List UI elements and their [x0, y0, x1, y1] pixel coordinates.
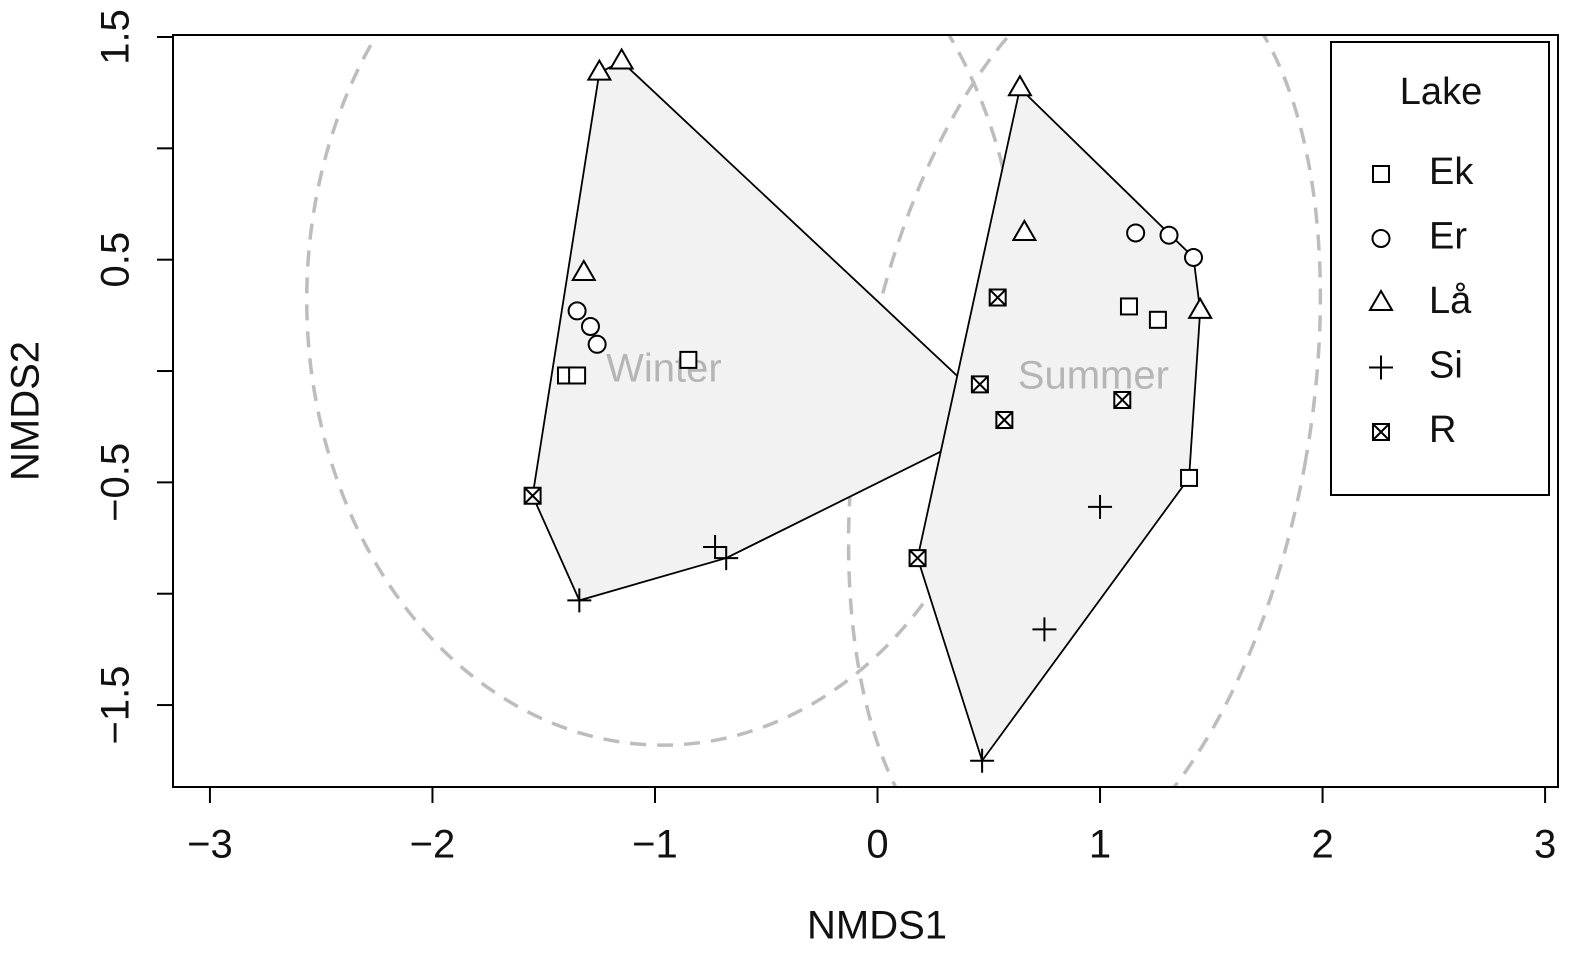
legend-marker [1372, 165, 1390, 183]
point [995, 411, 1014, 430]
point [679, 350, 698, 369]
legend-label: Ek [1429, 151, 1474, 193]
point [908, 549, 927, 568]
point [587, 334, 607, 354]
point [1119, 297, 1138, 316]
x-tick-label: −1 [632, 823, 678, 867]
point [1113, 390, 1132, 409]
group-label: Winter [606, 347, 722, 391]
x-tick-label: 2 [1311, 823, 1333, 867]
point [523, 486, 542, 505]
point [714, 546, 739, 571]
point [1187, 296, 1213, 319]
legend-marker [1369, 355, 1393, 380]
x-tick-label: 3 [1534, 823, 1556, 867]
y-axis-title: NMDS2 [4, 341, 48, 481]
point [703, 534, 728, 559]
point [1148, 310, 1167, 329]
legend-box [1330, 41, 1550, 496]
group-label: Summer [1018, 353, 1169, 397]
point [567, 301, 587, 321]
point [1032, 617, 1057, 642]
point [988, 288, 1007, 307]
x-tick-label: −2 [410, 823, 456, 867]
y-tick-label: 1.5 [94, 9, 138, 65]
point [1184, 247, 1204, 267]
point [1007, 74, 1033, 97]
legend-marker [1371, 229, 1391, 248]
x-axis-title: NMDS1 [807, 904, 947, 948]
hull [916, 86, 1202, 763]
x-tick-label: 1 [1089, 823, 1111, 867]
point [608, 47, 635, 70]
x-tick-label: −3 [187, 823, 233, 867]
y-tick-label: −0.5 [94, 443, 138, 522]
legend-label: Lå [1429, 280, 1472, 322]
point [571, 259, 597, 282]
point [1126, 223, 1146, 243]
point [1159, 225, 1179, 245]
legend-title: Lake [1400, 71, 1482, 113]
legend-label: Er [1429, 216, 1467, 258]
point [580, 316, 600, 336]
point [586, 58, 613, 81]
y-tick-label: 0.5 [94, 232, 138, 288]
point [970, 375, 989, 394]
legend-label: Si [1429, 345, 1463, 387]
point [567, 588, 592, 613]
x-tick-label: 0 [866, 823, 888, 867]
legend-marker [1368, 289, 1394, 311]
point [970, 748, 995, 773]
point [1088, 494, 1113, 519]
point [568, 366, 587, 385]
point [1011, 218, 1038, 241]
legend-marker [1372, 423, 1390, 441]
ellipse [846, 35, 1323, 787]
y-tick-label: −1.5 [94, 666, 138, 745]
legend-label: R [1429, 409, 1456, 451]
point [1180, 468, 1199, 487]
